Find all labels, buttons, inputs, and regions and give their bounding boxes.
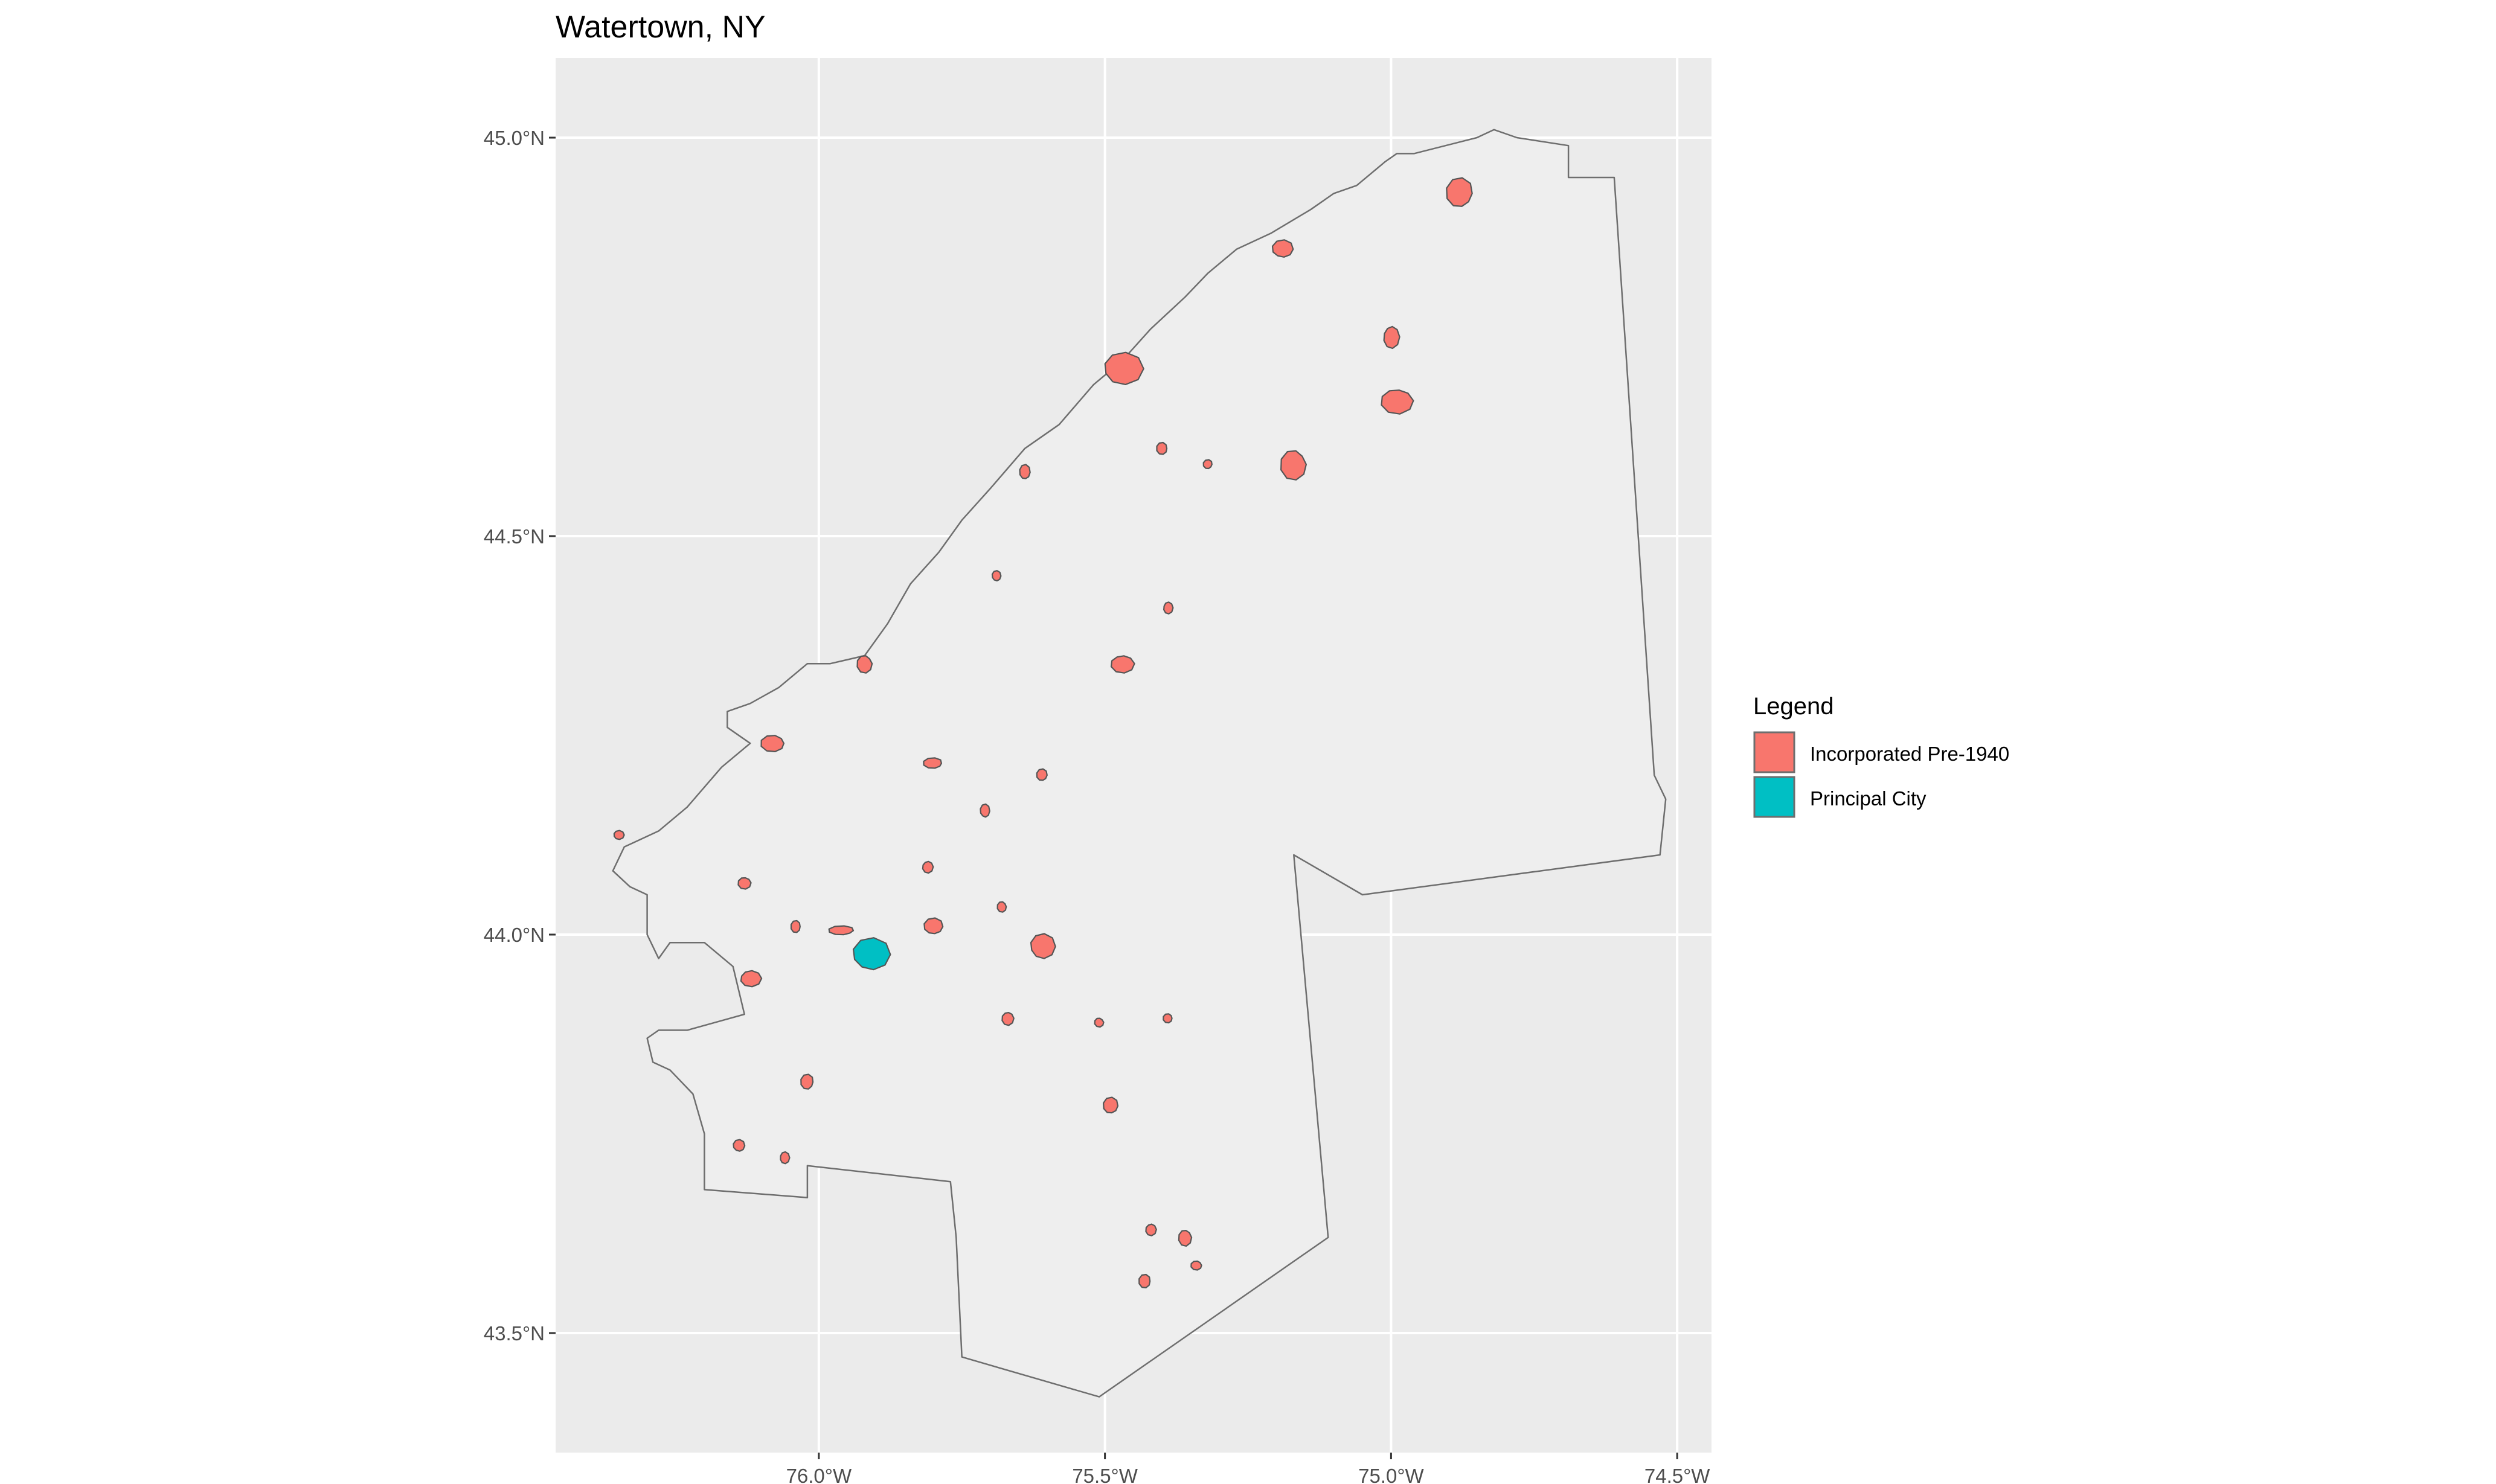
- incorporated-place: [923, 757, 942, 769]
- axes: 76.0°W 75.5°W 75.0°W 74.5°W 45.0°N 44.5°N 44.0…: [484, 127, 1711, 1484]
- incorporated-place: [923, 917, 944, 935]
- incorporated-place: [1163, 601, 1174, 615]
- y-tick-label: 44.0°N: [484, 924, 545, 946]
- incorporated-place: [1383, 325, 1400, 350]
- legend: Legend Incorporated Pre-1940 Principal C…: [1753, 693, 2009, 818]
- incorporated-place: [1036, 768, 1048, 781]
- incorporated-place: [1156, 441, 1168, 455]
- y-tick-label: 43.5°N: [484, 1322, 545, 1345]
- y-tick-label: 45.0°N: [484, 127, 545, 149]
- incorporated-place: [1178, 1230, 1193, 1247]
- incorporated-place: [1030, 933, 1056, 959]
- legend-key-incorporated: [1753, 731, 1795, 773]
- x-tick-label: 75.0°W: [1358, 1465, 1424, 1484]
- incorporated-place: [790, 920, 801, 933]
- incorporated-place: [1381, 389, 1414, 415]
- incorporated-place: [1190, 1260, 1202, 1271]
- incorporated-place: [737, 877, 752, 890]
- incorporated-place: [1138, 1273, 1151, 1288]
- plot-title: Watertown, NY: [556, 10, 766, 45]
- incorporated-place: [991, 570, 1002, 582]
- x-tick-label: 74.5°W: [1644, 1465, 1710, 1484]
- incorporated-place: [1110, 655, 1135, 674]
- incorporated-place: [828, 925, 855, 936]
- incorporated-place: [1019, 464, 1031, 479]
- incorporated-place: [1280, 450, 1307, 481]
- incorporated-place: [1104, 351, 1144, 385]
- incorporated-place: [740, 970, 763, 988]
- county-boundary: [612, 129, 1667, 1398]
- incorporated-place: [1001, 1012, 1015, 1026]
- incorporated-place: [922, 860, 934, 874]
- incorporated-place: [1163, 1013, 1173, 1024]
- incorporated-place: [856, 655, 873, 674]
- incorporated-place: [1145, 1223, 1157, 1236]
- legend-label-principal-city: Principal City: [1810, 787, 1927, 810]
- x-tick-label: 75.5°W: [1072, 1465, 1138, 1484]
- incorporated-place: [613, 830, 625, 840]
- principal-city: [852, 937, 891, 971]
- incorporated-place: [1094, 1017, 1105, 1028]
- incorporated-place: [733, 1139, 746, 1152]
- incorporated-place: [996, 901, 1007, 913]
- region-layer: [612, 129, 1667, 1398]
- incorporated-place: [760, 735, 784, 752]
- incorporated-place: [1202, 459, 1213, 470]
- incorporated-place: [1271, 239, 1294, 258]
- legend-label-incorporated: Incorporated Pre-1940: [1810, 743, 2009, 765]
- places-layer: [613, 177, 1473, 1288]
- legend-title: Legend: [1753, 693, 1834, 720]
- legend-key-principal-city: [1753, 776, 1795, 818]
- incorporated-place: [1446, 177, 1473, 207]
- incorporated-place: [780, 1151, 791, 1165]
- incorporated-place: [1103, 1096, 1119, 1114]
- incorporated-place: [980, 803, 990, 818]
- incorporated-place: [800, 1073, 814, 1090]
- x-tick-label: 76.0°W: [786, 1465, 852, 1484]
- y-tick-label: 44.5°N: [484, 525, 545, 548]
